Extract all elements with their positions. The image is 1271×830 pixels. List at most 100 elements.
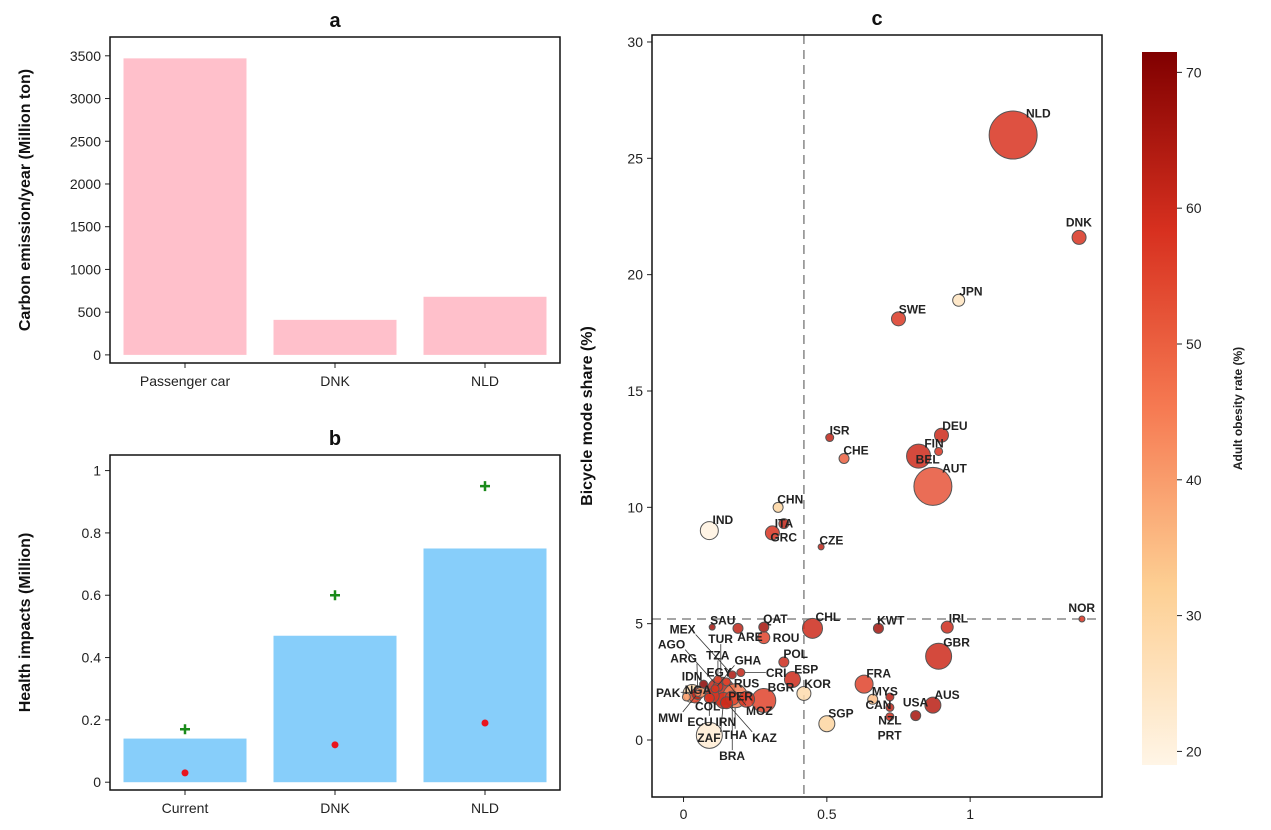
bar-nld xyxy=(423,296,547,355)
y-tick-label: 0 xyxy=(635,732,643,748)
bubble-irl xyxy=(940,620,954,634)
point-label-chn: CHN xyxy=(777,492,803,506)
point-label-rus: RUS xyxy=(734,676,759,690)
leader-line xyxy=(717,665,735,686)
x-tick-label: DNK xyxy=(320,373,350,389)
y-tick-label: 2500 xyxy=(70,133,101,149)
point-label-aut: AUT xyxy=(942,462,967,476)
leader-line xyxy=(720,708,724,733)
y-tick-label: 500 xyxy=(78,304,102,320)
bubble-ind xyxy=(699,521,719,541)
point-label-che: CHE xyxy=(843,444,868,458)
bubble-gbr xyxy=(925,642,953,670)
bubble-dnk xyxy=(1071,229,1087,245)
bubble-mys xyxy=(867,693,879,705)
bubble-prt xyxy=(885,712,895,722)
point-label-esp: ESP xyxy=(794,662,818,676)
point-label-idn: IDN xyxy=(682,669,703,683)
point-label-kor: KOR xyxy=(804,677,831,691)
leader-line xyxy=(730,707,753,733)
bubble-chl xyxy=(802,617,824,639)
bubble-deu xyxy=(933,427,949,443)
point-label-are: ARE xyxy=(737,630,762,644)
y-axis-label: Health impacts (Million) xyxy=(17,533,34,713)
y-tick-label: 30 xyxy=(627,34,643,50)
y-tick-label: 1000 xyxy=(70,261,101,277)
point-label-pol: POL xyxy=(783,647,808,661)
point-label-nzl: NZL xyxy=(878,713,901,727)
lower-marker xyxy=(331,741,339,749)
x-tick-label: Current xyxy=(162,800,209,816)
bubble-sau xyxy=(708,623,716,631)
colorbar-tick-label: 60 xyxy=(1186,200,1202,216)
point-label-mys: MYS xyxy=(872,684,898,698)
point-label-can: CAN xyxy=(865,698,891,712)
y-tick-label: 0.4 xyxy=(82,650,102,666)
point-label-ind: IND xyxy=(713,513,734,527)
colorbar-tick-label: 50 xyxy=(1186,336,1202,352)
colorbar-tick-label: 30 xyxy=(1186,608,1202,624)
point-label-irl: IRL xyxy=(949,612,968,626)
x-tick-label: 1 xyxy=(966,806,974,822)
panel-c: c NLD DNK JPN SWE IND NOR KWT ISR CHE CZE SAU IRL SGP… xyxy=(579,8,1245,822)
point-label-cze: CZE xyxy=(819,533,843,547)
panel-title: b xyxy=(329,428,341,450)
panel-a: a Passenger car DNK NLD 0 500 1000 1500 2000 2500… xyxy=(17,10,561,389)
colorbar-tick-label: 20 xyxy=(1186,743,1202,759)
point-label-tha: THA xyxy=(723,728,748,742)
y-tick-label: 15 xyxy=(627,383,643,399)
colorbar-tick-label: 70 xyxy=(1186,64,1202,80)
bubble-jpn xyxy=(952,293,966,307)
point-label-egy: EGY xyxy=(706,666,731,680)
upper-marker xyxy=(480,481,490,492)
point-label-arg: ARG xyxy=(670,652,697,666)
point-label-tza: TZA xyxy=(706,649,730,663)
point-label-swe: SWE xyxy=(899,303,926,317)
point-label-aus: AUS xyxy=(934,688,959,702)
point-label-bra: BRA xyxy=(719,749,745,763)
point-label-mex: MEX xyxy=(670,622,696,636)
bubble-fra xyxy=(854,674,874,694)
y-tick-label: 3000 xyxy=(70,91,101,107)
y-tick-label: 20 xyxy=(627,267,643,283)
colorbar xyxy=(1142,52,1177,765)
point-label-dnk: DNK xyxy=(1066,215,1092,229)
point-label-bgr: BGR xyxy=(768,681,795,695)
y-tick-label: 1500 xyxy=(70,219,101,235)
x-tick-label: 0.5 xyxy=(817,806,837,822)
bar-dnk xyxy=(273,635,397,783)
point-label-nld: NLD xyxy=(1026,107,1051,121)
bubble-chn xyxy=(772,501,784,513)
bubble-can xyxy=(885,692,895,702)
bubble-kor xyxy=(796,685,812,701)
point-label-usa: USA xyxy=(903,696,929,710)
y-tick-label: 2000 xyxy=(70,176,101,192)
point-label-fra: FRA xyxy=(866,666,891,680)
point-label-qat: QAT xyxy=(763,612,788,626)
leader-line xyxy=(696,663,699,688)
bubble-sgp xyxy=(818,715,836,733)
point-label-per: PER xyxy=(728,689,753,703)
x-tick-label: NLD xyxy=(471,373,499,389)
bubble-nzl xyxy=(885,702,895,712)
bubble-kaz xyxy=(720,696,734,710)
bubble-usa xyxy=(910,710,922,722)
bubble-isr xyxy=(825,433,835,443)
bubble-mex xyxy=(727,670,737,680)
point-label-isr: ISR xyxy=(830,423,850,437)
y-tick-label: 0.6 xyxy=(82,587,102,603)
point-label-nor: NOR xyxy=(1068,601,1095,615)
point-label-sau: SAU xyxy=(710,614,735,628)
upper-marker xyxy=(330,590,340,601)
bubble-gha xyxy=(710,684,720,694)
bubble-mwi xyxy=(694,689,702,697)
point-label-irn: IRN xyxy=(715,715,736,729)
leader-line xyxy=(682,695,697,713)
point-label-gha: GHA xyxy=(734,653,761,667)
y-axis-label: Carbon emission/year (Million ton) xyxy=(17,69,34,331)
point-label-tur: TUR xyxy=(708,632,733,646)
point-label-moz: MOZ xyxy=(746,704,773,718)
point-label-nga: NGA xyxy=(685,683,712,697)
plot-frame xyxy=(109,36,561,364)
point-label-ago: AGO xyxy=(658,638,685,652)
